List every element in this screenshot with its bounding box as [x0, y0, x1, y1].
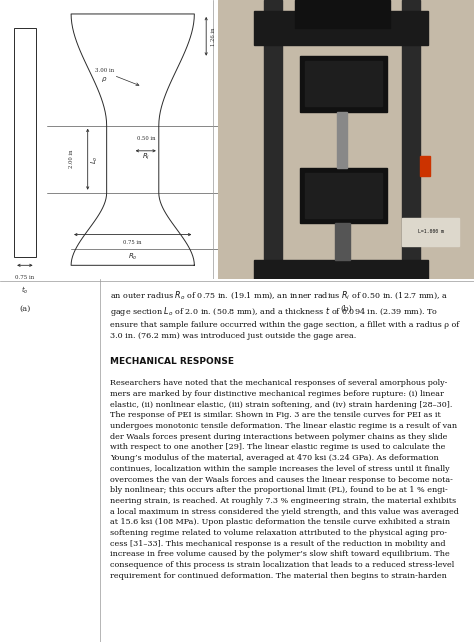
- Text: $L_o$: $L_o$: [90, 155, 100, 164]
- Bar: [420, 157, 430, 176]
- Text: 6.50 in: 6.50 in: [254, 144, 259, 163]
- Bar: [402, 218, 459, 246]
- Text: 2.25 in: 2.25 in: [232, 148, 237, 167]
- Text: 0.50 in: 0.50 in: [137, 136, 155, 141]
- Text: $R_o$: $R_o$: [128, 252, 137, 261]
- Text: Researchers have noted that the mechanical responses of several amorphous poly-
: Researchers have noted that the mechanic…: [110, 379, 459, 580]
- Text: 0.75 in: 0.75 in: [15, 275, 35, 280]
- Text: 3.00 in: 3.00 in: [95, 67, 114, 73]
- Bar: [402, 0, 420, 279]
- Text: an outer radius $R_o$ of 0.75 in. (19.1 mm), an inner radius $R_i$ of 0.50 in. (: an outer radius $R_o$ of 0.75 in. (19.1 …: [110, 290, 459, 340]
- Bar: [254, 260, 428, 279]
- Text: (b): (b): [340, 304, 352, 313]
- Bar: [295, 0, 390, 28]
- Bar: [337, 112, 347, 168]
- Text: 2.00 in: 2.00 in: [69, 150, 73, 168]
- Bar: [305, 173, 382, 218]
- Text: $\rho$: $\rho$: [101, 75, 108, 84]
- Bar: [300, 56, 387, 112]
- Text: L=1.000 m: L=1.000 m: [418, 229, 443, 234]
- Text: 0.75 in: 0.75 in: [123, 240, 142, 245]
- Bar: [264, 0, 282, 279]
- Text: $R_i$: $R_i$: [142, 152, 150, 162]
- Bar: [335, 223, 350, 260]
- Bar: [254, 11, 428, 45]
- Text: (a): (a): [19, 304, 30, 313]
- Text: $t_o$: $t_o$: [21, 285, 28, 296]
- Bar: [300, 168, 387, 223]
- Text: 1.26 in: 1.26 in: [211, 27, 216, 46]
- Text: MECHANICAL RESPONSE: MECHANICAL RESPONSE: [110, 357, 234, 367]
- Bar: [305, 62, 382, 106]
- Bar: [14, 28, 36, 257]
